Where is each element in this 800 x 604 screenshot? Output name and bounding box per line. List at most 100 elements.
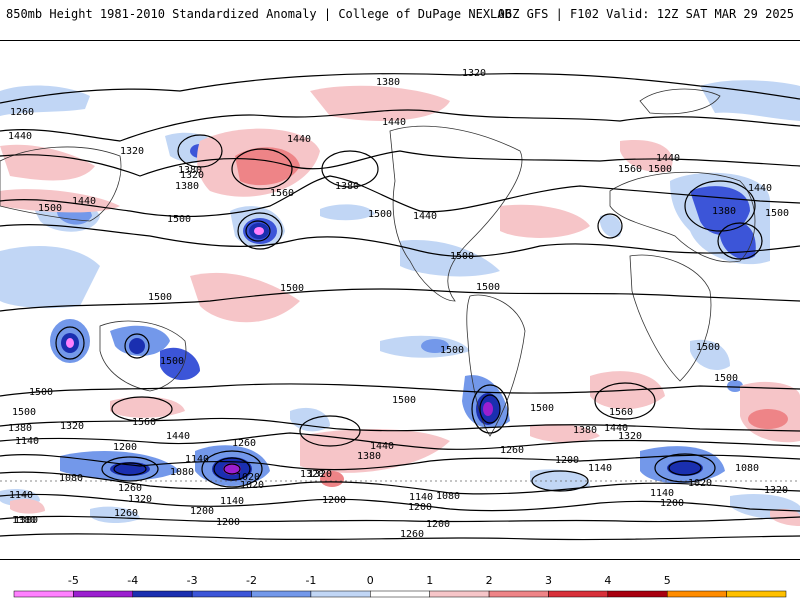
continent-outlines	[0, 88, 800, 482]
contour-label: 1020	[240, 480, 264, 491]
contour-label: 1440	[8, 131, 32, 142]
contour-label: 1380	[712, 206, 736, 217]
colorbar-swatch	[370, 590, 430, 598]
colorbar-tick-label: -3	[187, 574, 198, 587]
contour-label: 1500	[38, 203, 62, 214]
contour-label: 1500	[476, 282, 500, 293]
contour-label: 1260	[232, 438, 256, 449]
contour-label: 1080	[735, 463, 759, 474]
colorbar-swatch	[132, 590, 193, 598]
contour-label: 1500	[714, 373, 738, 384]
contour-label: 1200	[113, 442, 137, 453]
contour-label: 1560	[609, 407, 633, 418]
contour-label: 1260	[10, 107, 34, 118]
contour-label: 1260	[400, 529, 424, 540]
contour-label: 1500	[648, 164, 672, 175]
colorbar-swatches	[13, 590, 787, 598]
map-panel[interactable]: 1380 1320 1260 1440 1440 1440 1320 1380 …	[0, 40, 800, 560]
contour-label: 1320	[60, 421, 84, 432]
contour-label: 1380	[178, 165, 202, 176]
contour-label: 1440	[370, 441, 394, 452]
contour-label: 1380	[376, 77, 400, 88]
contour-label: 1260	[114, 508, 138, 519]
contour-label: 1500	[368, 209, 392, 220]
contour-label: 1500	[12, 407, 36, 418]
contour-label: 1440	[382, 117, 406, 128]
colorbar-ticks: -5 -4 -3 -2 -1 0 1 2 3 4 5	[68, 574, 671, 587]
contour-label: 1560	[270, 188, 294, 199]
contour-label: 1140	[588, 463, 612, 474]
contour-label: 1440	[604, 423, 628, 434]
contour-label: 1500	[280, 283, 304, 294]
contour-label: 1320	[462, 68, 486, 79]
colorbar-tick-label: 1	[426, 574, 433, 587]
contour-label: 1140	[220, 496, 244, 507]
colorbar-tick-label: 3	[545, 574, 552, 587]
contour-label: 1140	[15, 436, 39, 447]
contour-label: 1380	[175, 181, 199, 192]
contour-label: 1380	[8, 423, 32, 434]
contour-label: 1380	[12, 515, 36, 526]
colorbar-tick-label: -5	[68, 574, 79, 587]
contour-label: 1500	[696, 342, 720, 353]
map-title: 850mb Height 1981-2010 Standardized Anom…	[6, 7, 512, 21]
colorbar-swatch	[73, 590, 134, 598]
height-contours	[0, 73, 800, 541]
contour-label: 1440	[413, 211, 437, 222]
contour-label: 1500	[450, 251, 474, 262]
contour-label: 1200	[426, 519, 450, 530]
contour-label: 1140	[9, 490, 33, 501]
map-svg[interactable]: 1380 1320 1260 1440 1440 1440 1320 1380 …	[0, 41, 800, 559]
colorbar-legend: -5 -4 -3 -2 -1 0 1 2 3 4 5	[0, 570, 800, 600]
contour-label: 1320	[180, 170, 204, 181]
contour-labels: 1380 1320 1260 1440 1440 1440 1320 1380 …	[8, 68, 789, 540]
contour-label: 1260	[118, 483, 142, 494]
contour-label: 1140	[185, 454, 209, 465]
colorbar-tick-label: 2	[486, 574, 493, 587]
colorbar-swatch	[251, 590, 312, 598]
colorbar-swatch	[607, 590, 668, 598]
contour-label: 1200	[190, 506, 214, 517]
contour-label: 1080	[170, 467, 194, 478]
contour-label: 1440	[748, 183, 772, 194]
colorbar-swatch	[191, 590, 252, 598]
contour-label: 1320	[618, 431, 642, 442]
contour-label: 1140	[409, 492, 433, 503]
contour-label: 1380	[14, 515, 38, 526]
colorbar-swatch	[310, 590, 371, 598]
contour-label: 1200	[322, 495, 346, 506]
colorbar-tick-label: -2	[246, 574, 257, 587]
contour-label: 1020	[688, 478, 712, 489]
contour-label: 1140	[650, 488, 674, 499]
contour-label: 1380	[357, 451, 381, 462]
contour-label: 1500	[530, 403, 554, 414]
contour-label: 1440	[166, 431, 190, 442]
contour-label: 1560	[132, 417, 156, 428]
contour-label: 1320	[300, 469, 324, 480]
header: 850mb Height 1981-2010 Standardized Anom…	[0, 0, 800, 28]
colorbar-swatch	[429, 590, 490, 598]
contour-label: 1320	[128, 494, 152, 505]
colorbar-swatch	[666, 590, 727, 598]
positive-anomaly-shading	[0, 85, 800, 526]
contour-label: 1200	[216, 517, 240, 528]
contour-label: 1080	[436, 491, 460, 502]
colorbar-swatch	[726, 590, 787, 598]
contour-label: 1260	[500, 445, 524, 456]
contour-label: 1440	[287, 134, 311, 145]
contour-label: 1440	[72, 196, 96, 207]
colorbar-tick-label: 5	[664, 574, 671, 587]
contour-label: 1500	[160, 356, 184, 367]
contour-label: 1500	[29, 387, 53, 398]
colorbar-tick-label: -1	[305, 574, 316, 587]
contour-label: 1080	[59, 473, 83, 484]
contour-label: 1500	[440, 345, 464, 356]
contour-label: 1200	[660, 498, 684, 509]
colorbar-svg: -5 -4 -3 -2 -1 0 1 2 3 4 5	[13, 574, 787, 598]
colorbar-tick-label: -4	[127, 574, 138, 587]
contour-label: 1380	[335, 181, 359, 192]
colorbar-tick-label: 0	[367, 574, 374, 587]
contour-label: 1500	[148, 292, 172, 303]
contour-label: 1500	[392, 395, 416, 406]
contour-label: 1380	[573, 425, 597, 436]
